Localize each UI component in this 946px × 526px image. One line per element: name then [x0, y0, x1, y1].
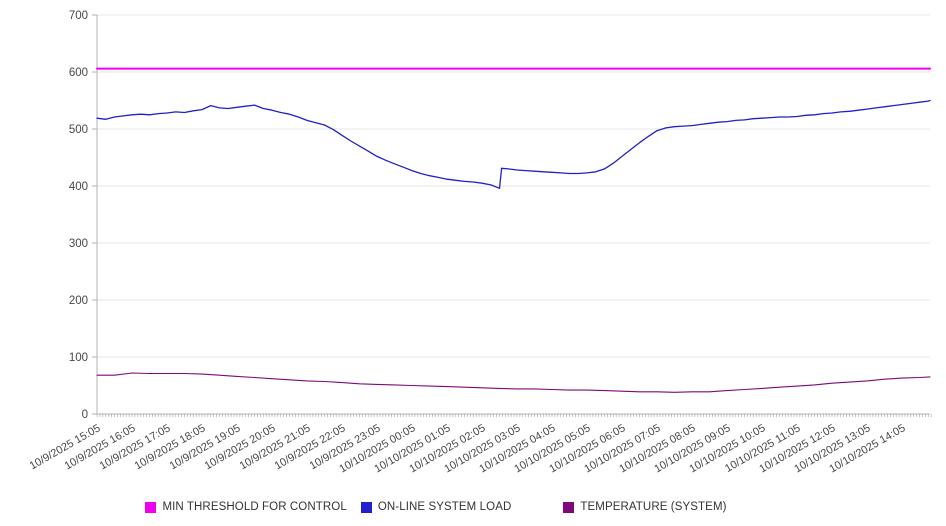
y-tick-label: 600	[69, 67, 88, 79]
y-tick-label: 700	[69, 10, 88, 22]
legend-label-online-system-load: ON-LINE SYSTEM LOAD	[377, 501, 512, 513]
y-tick-label: 300	[69, 238, 88, 250]
series-line-1	[96, 99, 931, 189]
legend-swatch-temperature-system-icon	[563, 501, 575, 513]
y-axis: 0 100 200 300 400 500 600 700	[69, 10, 98, 421]
legend-item-online-system-load: ON-LINE SYSTEM LOAD	[360, 501, 512, 513]
x-axis	[96, 413, 932, 417]
legend-item-temperature-system: TEMPERATURE (SYSTEM)	[563, 501, 726, 513]
legend-swatch-online-system-load-icon	[360, 501, 372, 513]
legend-label-temperature-system: TEMPERATURE (SYSTEM)	[580, 501, 727, 513]
series-line-2	[96, 372, 931, 393]
y-tick-label: 400	[69, 181, 88, 193]
y-tick-label: 0	[82, 409, 88, 421]
y-tick-label: 500	[69, 124, 88, 136]
chart-legend: MIN THRESHOLD FOR CONTROL ON-LINE SYSTEM…	[0, 501, 909, 513]
legend-swatch-min-threshold-icon	[145, 501, 157, 513]
gridlines	[97, 14, 930, 358]
legend-label-min-threshold: MIN THRESHOLD FOR CONTROL	[162, 501, 347, 513]
legend-item-min-threshold: MIN THRESHOLD FOR CONTROL	[145, 501, 347, 513]
y-tick-label: 200	[69, 295, 88, 307]
y-tick-label: 100	[69, 352, 88, 364]
